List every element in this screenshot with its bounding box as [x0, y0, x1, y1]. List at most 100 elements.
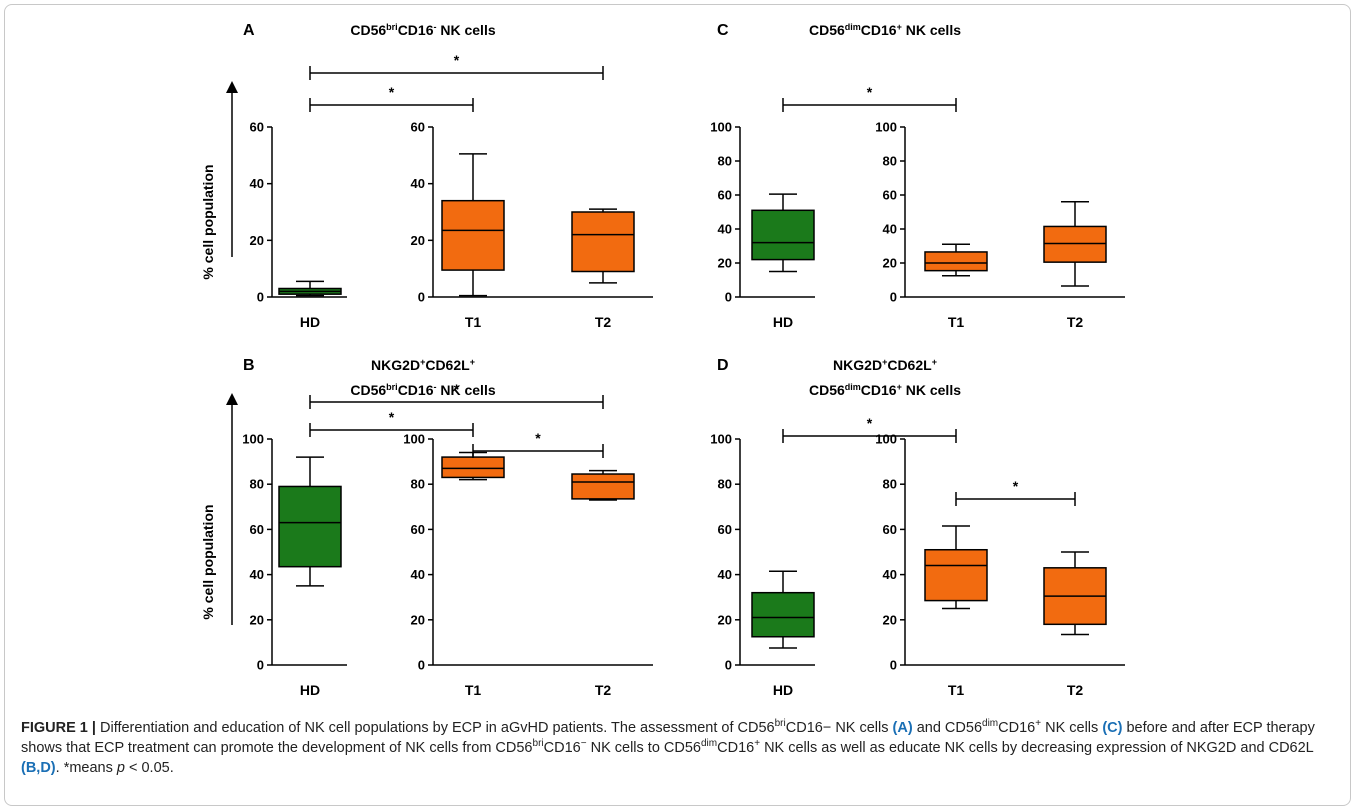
y-axis-arrowhead	[226, 393, 238, 405]
figure-svg: A CD56briCD16- NK cells 0 20 40 60 0 20 40 60 HD T1…	[200, 22, 1125, 698]
y-axis-label: % cell population	[200, 164, 216, 279]
panel-title-d: NKG2D+CD62L+	[833, 357, 937, 373]
box-iqr	[751, 209, 815, 261]
y-tick-label: 40	[250, 176, 264, 191]
figure-caption: FIGURE 1 | Differentiation and education…	[21, 718, 1341, 778]
box-iqr	[278, 485, 342, 568]
title-fragment: NKG2D	[833, 357, 882, 373]
box-iqr	[1043, 225, 1107, 263]
box-iqr	[571, 473, 635, 500]
box-hd	[751, 193, 815, 273]
box-iqr	[441, 199, 505, 271]
y-tick-label: 40	[718, 567, 732, 582]
title-fragment: +	[882, 357, 887, 367]
title-fragment: NK cells	[902, 22, 961, 38]
y-tick-label: 20	[250, 612, 264, 627]
y-tick-label: 40	[411, 176, 425, 191]
y-tick-label: 40	[718, 222, 732, 237]
caption-text: dim	[701, 738, 718, 750]
y-tick-label: 40	[883, 222, 897, 237]
caption-panel-ref: (B,D)	[21, 760, 56, 776]
panel-title-c: CD56dimCD16+ NK cells	[809, 22, 961, 38]
y-tick-label: 60	[411, 120, 425, 135]
x-category-label: T1	[465, 682, 482, 698]
y-tick-label: 40	[883, 567, 897, 582]
y-tick-label: 20	[411, 612, 425, 627]
x-category-label: T1	[948, 682, 965, 698]
y-tick-label: 80	[883, 477, 897, 492]
panel-letter-b: B	[243, 357, 255, 374]
title-fragment: CD16	[398, 22, 434, 38]
caption-text: NK cells	[1041, 720, 1103, 736]
caption-panel-ref: (C)	[1102, 720, 1123, 736]
caption-text: CD16	[998, 720, 1036, 736]
y-tick-label: 20	[718, 256, 732, 271]
caption-text: p	[116, 760, 125, 776]
y-tick-label: 60	[883, 188, 897, 203]
significance-star: *	[454, 52, 460, 68]
title-fragment: CD16	[398, 382, 434, 398]
x-category-label: T2	[1067, 682, 1084, 698]
caption-text: NK cells	[831, 720, 893, 736]
y-tick-label: 20	[883, 256, 897, 271]
box-t2	[571, 469, 635, 501]
caption-text: CD16−	[785, 720, 832, 736]
box-hd	[751, 570, 815, 649]
title-fragment: NK cells	[902, 382, 961, 398]
title-fragment: CD56	[350, 22, 386, 38]
box-t2	[1043, 551, 1107, 636]
caption-text: −	[580, 738, 587, 750]
title-fragment: dim	[845, 382, 861, 392]
y-tick-label: 0	[418, 658, 425, 673]
x-category-label: T2	[1067, 314, 1084, 330]
caption-text: and CD56	[912, 720, 983, 736]
caption-text: CD16	[717, 740, 755, 756]
caption-text: before and after ECP therapy shows that …	[21, 720, 1315, 756]
caption-text: NK cells to CD56	[586, 740, 701, 756]
y-tick-label: 100	[710, 432, 732, 447]
panel-title-b: CD56briCD16- NK cells	[350, 382, 495, 398]
caption-text: . *means	[55, 760, 117, 776]
box-t1	[441, 153, 505, 297]
significance-star: *	[389, 409, 395, 425]
x-category-label: HD	[300, 682, 320, 698]
title-fragment: CD16	[861, 382, 897, 398]
caption-text: NK cells as well as educate NK cells by …	[760, 740, 1314, 756]
panel-letter-d: D	[717, 357, 729, 374]
x-category-label: T2	[595, 314, 612, 330]
panel-title-a: CD56briCD16- NK cells	[350, 22, 495, 38]
y-tick-label: 80	[411, 477, 425, 492]
panel-letter-a: A	[243, 22, 255, 39]
caption-text: CD16	[543, 740, 581, 756]
y-tick-label: 60	[411, 522, 425, 537]
title-fragment: dim	[845, 22, 861, 32]
box-t2	[1043, 201, 1107, 287]
caption-text: +	[1035, 718, 1042, 730]
y-tick-label: 100	[242, 432, 264, 447]
caption-text: dim	[982, 718, 999, 730]
title-fragment: CD62L	[887, 357, 932, 373]
box-t1	[924, 525, 988, 610]
title-fragment: NK cells	[436, 382, 495, 398]
title-fragment: -	[433, 382, 436, 392]
title-fragment: -	[433, 22, 436, 32]
box-iqr	[924, 548, 988, 602]
y-tick-label: 40	[411, 567, 425, 582]
y-tick-label: 60	[718, 522, 732, 537]
panel-title-d: CD56dimCD16+ NK cells	[809, 382, 961, 398]
significance-star: *	[454, 381, 460, 397]
y-tick-label: 80	[250, 477, 264, 492]
y-tick-label: 60	[883, 522, 897, 537]
box-iqr	[441, 456, 505, 479]
title-fragment: CD56	[809, 382, 845, 398]
y-tick-label: 0	[890, 290, 897, 305]
significance-star: *	[389, 84, 395, 100]
y-tick-label: 100	[875, 120, 897, 135]
y-tick-label: 0	[890, 658, 897, 673]
x-category-label: HD	[300, 314, 320, 330]
y-tick-label: 100	[710, 120, 732, 135]
title-fragment: CD62L	[425, 357, 470, 373]
caption-text: bri	[532, 738, 544, 750]
y-tick-label: 20	[250, 233, 264, 248]
y-tick-label: 80	[718, 154, 732, 169]
